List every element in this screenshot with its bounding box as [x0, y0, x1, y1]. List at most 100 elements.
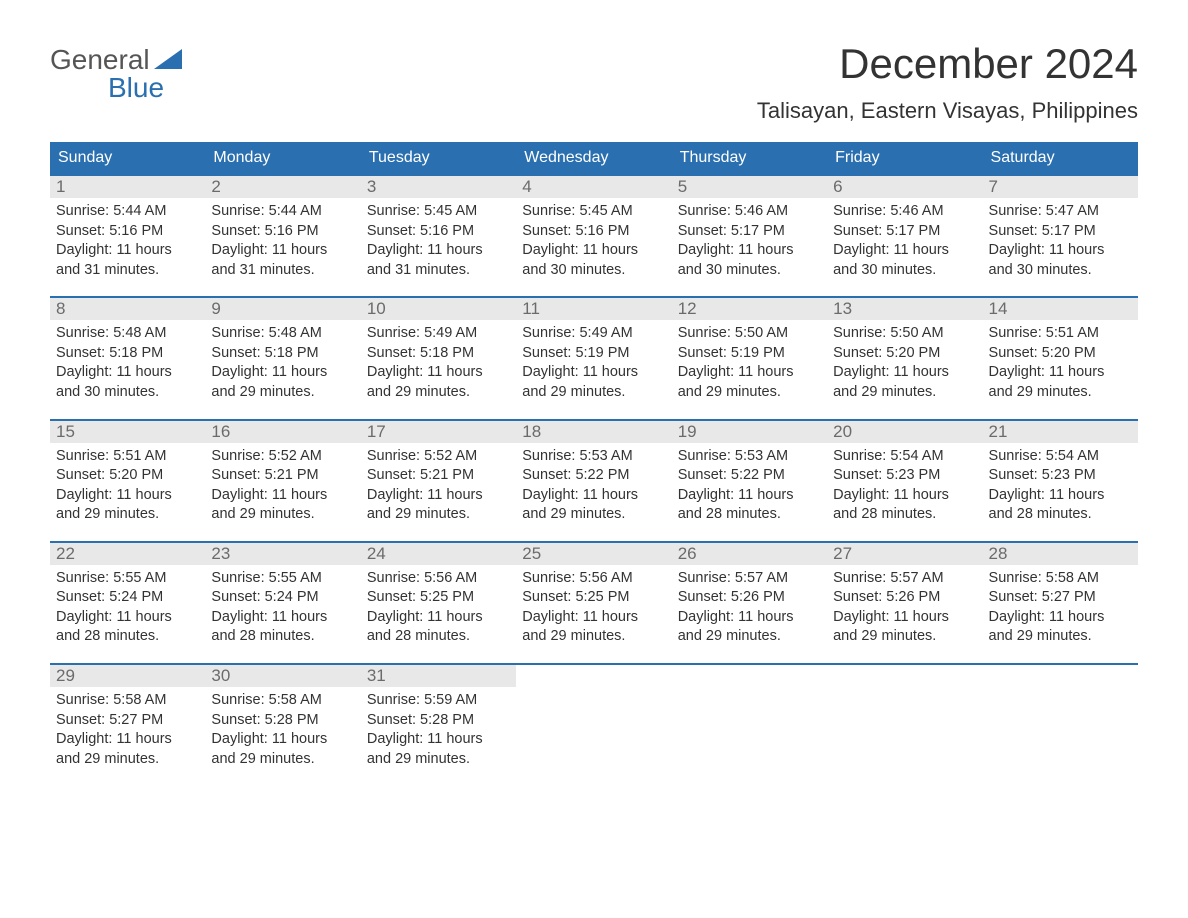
dow-sunday: Sunday	[50, 142, 205, 174]
calendar: Sunday Monday Tuesday Wednesday Thursday…	[50, 142, 1138, 775]
sunrise-text: Sunrise: 5:48 AM	[211, 324, 354, 344]
day-body: Sunrise: 5:49 AMSunset: 5:18 PMDaylight:…	[361, 320, 516, 408]
sunset-text: Sunset: 5:25 PM	[522, 588, 665, 608]
day-number: 11	[516, 298, 671, 320]
daylight-text-1: Daylight: 11 hours	[989, 241, 1132, 261]
day-number: 15	[50, 421, 205, 443]
sunset-text: Sunset: 5:26 PM	[833, 588, 976, 608]
sunrise-text: Sunrise: 5:50 AM	[833, 324, 976, 344]
day-body: Sunrise: 5:58 AMSunset: 5:27 PMDaylight:…	[50, 687, 205, 775]
day-cell: 31Sunrise: 5:59 AMSunset: 5:28 PMDayligh…	[361, 665, 516, 775]
day-body: Sunrise: 5:51 AMSunset: 5:20 PMDaylight:…	[983, 320, 1138, 408]
daylight-text-2: and 28 minutes.	[367, 627, 510, 647]
day-cell: 29Sunrise: 5:58 AMSunset: 5:27 PMDayligh…	[50, 665, 205, 775]
daylight-text-2: and 31 minutes.	[56, 261, 199, 281]
daylight-text-1: Daylight: 11 hours	[211, 241, 354, 261]
title-block: December 2024 Talisayan, Eastern Visayas…	[757, 40, 1138, 124]
day-body: Sunrise: 5:47 AMSunset: 5:17 PMDaylight:…	[983, 198, 1138, 286]
day-cell: 16Sunrise: 5:52 AMSunset: 5:21 PMDayligh…	[205, 421, 360, 531]
daylight-text-2: and 29 minutes.	[211, 383, 354, 403]
day-body: Sunrise: 5:45 AMSunset: 5:16 PMDaylight:…	[516, 198, 671, 286]
day-body: Sunrise: 5:48 AMSunset: 5:18 PMDaylight:…	[205, 320, 360, 408]
daylight-text-1: Daylight: 11 hours	[833, 241, 976, 261]
daylight-text-2: and 28 minutes.	[211, 627, 354, 647]
day-number: 5	[672, 176, 827, 198]
day-cell: 5Sunrise: 5:46 AMSunset: 5:17 PMDaylight…	[672, 176, 827, 286]
daylight-text-1: Daylight: 11 hours	[833, 486, 976, 506]
sunset-text: Sunset: 5:17 PM	[833, 222, 976, 242]
day-body: Sunrise: 5:44 AMSunset: 5:16 PMDaylight:…	[50, 198, 205, 286]
day-body: Sunrise: 5:50 AMSunset: 5:20 PMDaylight:…	[827, 320, 982, 408]
sunset-text: Sunset: 5:18 PM	[367, 344, 510, 364]
daylight-text-2: and 31 minutes.	[367, 261, 510, 281]
day-body: Sunrise: 5:50 AMSunset: 5:19 PMDaylight:…	[672, 320, 827, 408]
day-cell	[516, 665, 671, 775]
day-body: Sunrise: 5:46 AMSunset: 5:17 PMDaylight:…	[827, 198, 982, 286]
daylight-text-2: and 30 minutes.	[56, 383, 199, 403]
sunset-text: Sunset: 5:21 PM	[211, 466, 354, 486]
day-number: 22	[50, 543, 205, 565]
day-number: 13	[827, 298, 982, 320]
day-body: Sunrise: 5:59 AMSunset: 5:28 PMDaylight:…	[361, 687, 516, 775]
sunrise-text: Sunrise: 5:58 AM	[211, 691, 354, 711]
daylight-text-2: and 29 minutes.	[989, 627, 1132, 647]
week-row: 15Sunrise: 5:51 AMSunset: 5:20 PMDayligh…	[50, 419, 1138, 531]
sunset-text: Sunset: 5:22 PM	[678, 466, 821, 486]
sunset-text: Sunset: 5:22 PM	[522, 466, 665, 486]
day-number: 12	[672, 298, 827, 320]
daylight-text-1: Daylight: 11 hours	[678, 608, 821, 628]
sunset-text: Sunset: 5:23 PM	[833, 466, 976, 486]
sunset-text: Sunset: 5:25 PM	[367, 588, 510, 608]
day-body: Sunrise: 5:55 AMSunset: 5:24 PMDaylight:…	[205, 565, 360, 653]
sunrise-text: Sunrise: 5:45 AM	[367, 202, 510, 222]
daylight-text-1: Daylight: 11 hours	[211, 608, 354, 628]
day-cell: 8Sunrise: 5:48 AMSunset: 5:18 PMDaylight…	[50, 298, 205, 408]
day-number: 20	[827, 421, 982, 443]
sunrise-text: Sunrise: 5:56 AM	[522, 569, 665, 589]
day-cell: 9Sunrise: 5:48 AMSunset: 5:18 PMDaylight…	[205, 298, 360, 408]
day-body: Sunrise: 5:57 AMSunset: 5:26 PMDaylight:…	[827, 565, 982, 653]
daylight-text-2: and 29 minutes.	[833, 383, 976, 403]
week-row: 29Sunrise: 5:58 AMSunset: 5:27 PMDayligh…	[50, 663, 1138, 775]
daylight-text-1: Daylight: 11 hours	[56, 363, 199, 383]
day-cell: 24Sunrise: 5:56 AMSunset: 5:25 PMDayligh…	[361, 543, 516, 653]
day-number: 14	[983, 298, 1138, 320]
sunrise-text: Sunrise: 5:44 AM	[56, 202, 199, 222]
day-body: Sunrise: 5:48 AMSunset: 5:18 PMDaylight:…	[50, 320, 205, 408]
sunset-text: Sunset: 5:17 PM	[989, 222, 1132, 242]
day-number: 9	[205, 298, 360, 320]
day-number: 7	[983, 176, 1138, 198]
day-number: 6	[827, 176, 982, 198]
day-cell: 4Sunrise: 5:45 AMSunset: 5:16 PMDaylight…	[516, 176, 671, 286]
sunset-text: Sunset: 5:24 PM	[211, 588, 354, 608]
sunrise-text: Sunrise: 5:54 AM	[833, 447, 976, 467]
day-body: Sunrise: 5:54 AMSunset: 5:23 PMDaylight:…	[827, 443, 982, 531]
sunset-text: Sunset: 5:16 PM	[522, 222, 665, 242]
sunrise-text: Sunrise: 5:49 AM	[367, 324, 510, 344]
daylight-text-2: and 28 minutes.	[56, 627, 199, 647]
sunrise-text: Sunrise: 5:58 AM	[56, 691, 199, 711]
sunset-text: Sunset: 5:18 PM	[211, 344, 354, 364]
day-body: Sunrise: 5:56 AMSunset: 5:25 PMDaylight:…	[361, 565, 516, 653]
month-title: December 2024	[757, 40, 1138, 88]
day-cell: 30Sunrise: 5:58 AMSunset: 5:28 PMDayligh…	[205, 665, 360, 775]
daylight-text-2: and 29 minutes.	[367, 750, 510, 770]
week-row: 8Sunrise: 5:48 AMSunset: 5:18 PMDaylight…	[50, 296, 1138, 408]
day-cell: 23Sunrise: 5:55 AMSunset: 5:24 PMDayligh…	[205, 543, 360, 653]
sunset-text: Sunset: 5:27 PM	[989, 588, 1132, 608]
sunset-text: Sunset: 5:20 PM	[989, 344, 1132, 364]
sunrise-text: Sunrise: 5:48 AM	[56, 324, 199, 344]
day-body: Sunrise: 5:53 AMSunset: 5:22 PMDaylight:…	[516, 443, 671, 531]
sunset-text: Sunset: 5:18 PM	[56, 344, 199, 364]
day-number: 26	[672, 543, 827, 565]
sunrise-text: Sunrise: 5:54 AM	[989, 447, 1132, 467]
day-cell: 3Sunrise: 5:45 AMSunset: 5:16 PMDaylight…	[361, 176, 516, 286]
daylight-text-1: Daylight: 11 hours	[56, 486, 199, 506]
day-cell: 11Sunrise: 5:49 AMSunset: 5:19 PMDayligh…	[516, 298, 671, 408]
daylight-text-2: and 29 minutes.	[989, 383, 1132, 403]
day-cell: 20Sunrise: 5:54 AMSunset: 5:23 PMDayligh…	[827, 421, 982, 531]
daylight-text-1: Daylight: 11 hours	[522, 241, 665, 261]
daylight-text-2: and 29 minutes.	[833, 627, 976, 647]
day-number: 21	[983, 421, 1138, 443]
daylight-text-2: and 29 minutes.	[522, 627, 665, 647]
